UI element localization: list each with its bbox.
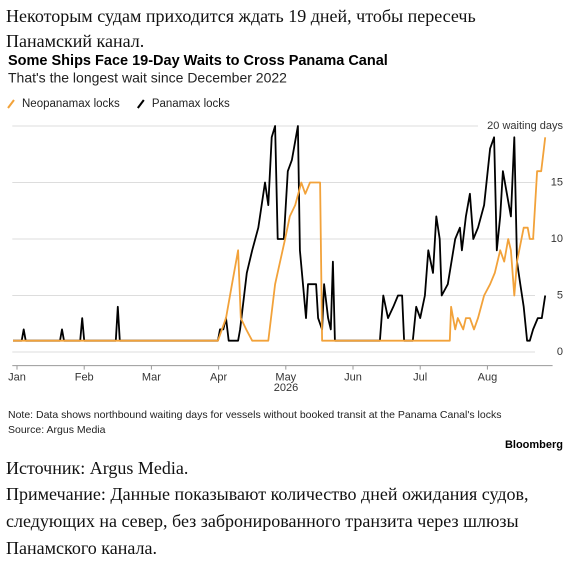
y-tick-label: 0	[557, 346, 563, 358]
header-text: Некоторым судам приходится ждать 19 дней…	[6, 6, 476, 51]
legend-label: Panamax locks	[152, 98, 230, 110]
chart: Some Ships Face 19-Day Waits to Cross Pa…	[7, 53, 563, 451]
y-tick-label: 10	[551, 233, 563, 245]
y-tick-label: 20 waiting days	[487, 120, 563, 132]
x-tick-label: Jun	[344, 372, 362, 384]
footer-note: Примечание: Данные показывают количество…	[6, 484, 529, 558]
x-tick-label: Mar	[142, 372, 161, 384]
legend-label: Neopanamax locks	[22, 98, 120, 110]
x-tick-label: Feb	[75, 372, 94, 384]
series-line	[13, 125, 547, 342]
x-tick-label: May	[275, 372, 296, 384]
series-line	[13, 137, 547, 342]
legend-marker	[7, 99, 15, 109]
chart-subtitle: That's the longest wait since December 2…	[8, 70, 287, 86]
chart-title: Some Ships Face 19-Day Waits to Cross Pa…	[8, 53, 388, 69]
note: Note: Data shows northbound waiting days…	[8, 409, 501, 421]
source: Source: Argus Media	[8, 424, 106, 436]
y-tick-label: 15	[551, 176, 563, 188]
y-tick-label: 5	[557, 289, 563, 301]
x-tick-label: Aug	[478, 372, 498, 384]
credit: Bloomberg	[505, 439, 563, 451]
x-tick-label: Jan	[8, 372, 26, 384]
x-tick-label: Apr	[210, 372, 227, 384]
legend-marker	[137, 99, 145, 109]
x-tick-label: Jul	[413, 372, 427, 384]
footer-source: Источник: Argus Media.	[6, 458, 189, 478]
x-axis-label: 2026	[274, 382, 298, 394]
